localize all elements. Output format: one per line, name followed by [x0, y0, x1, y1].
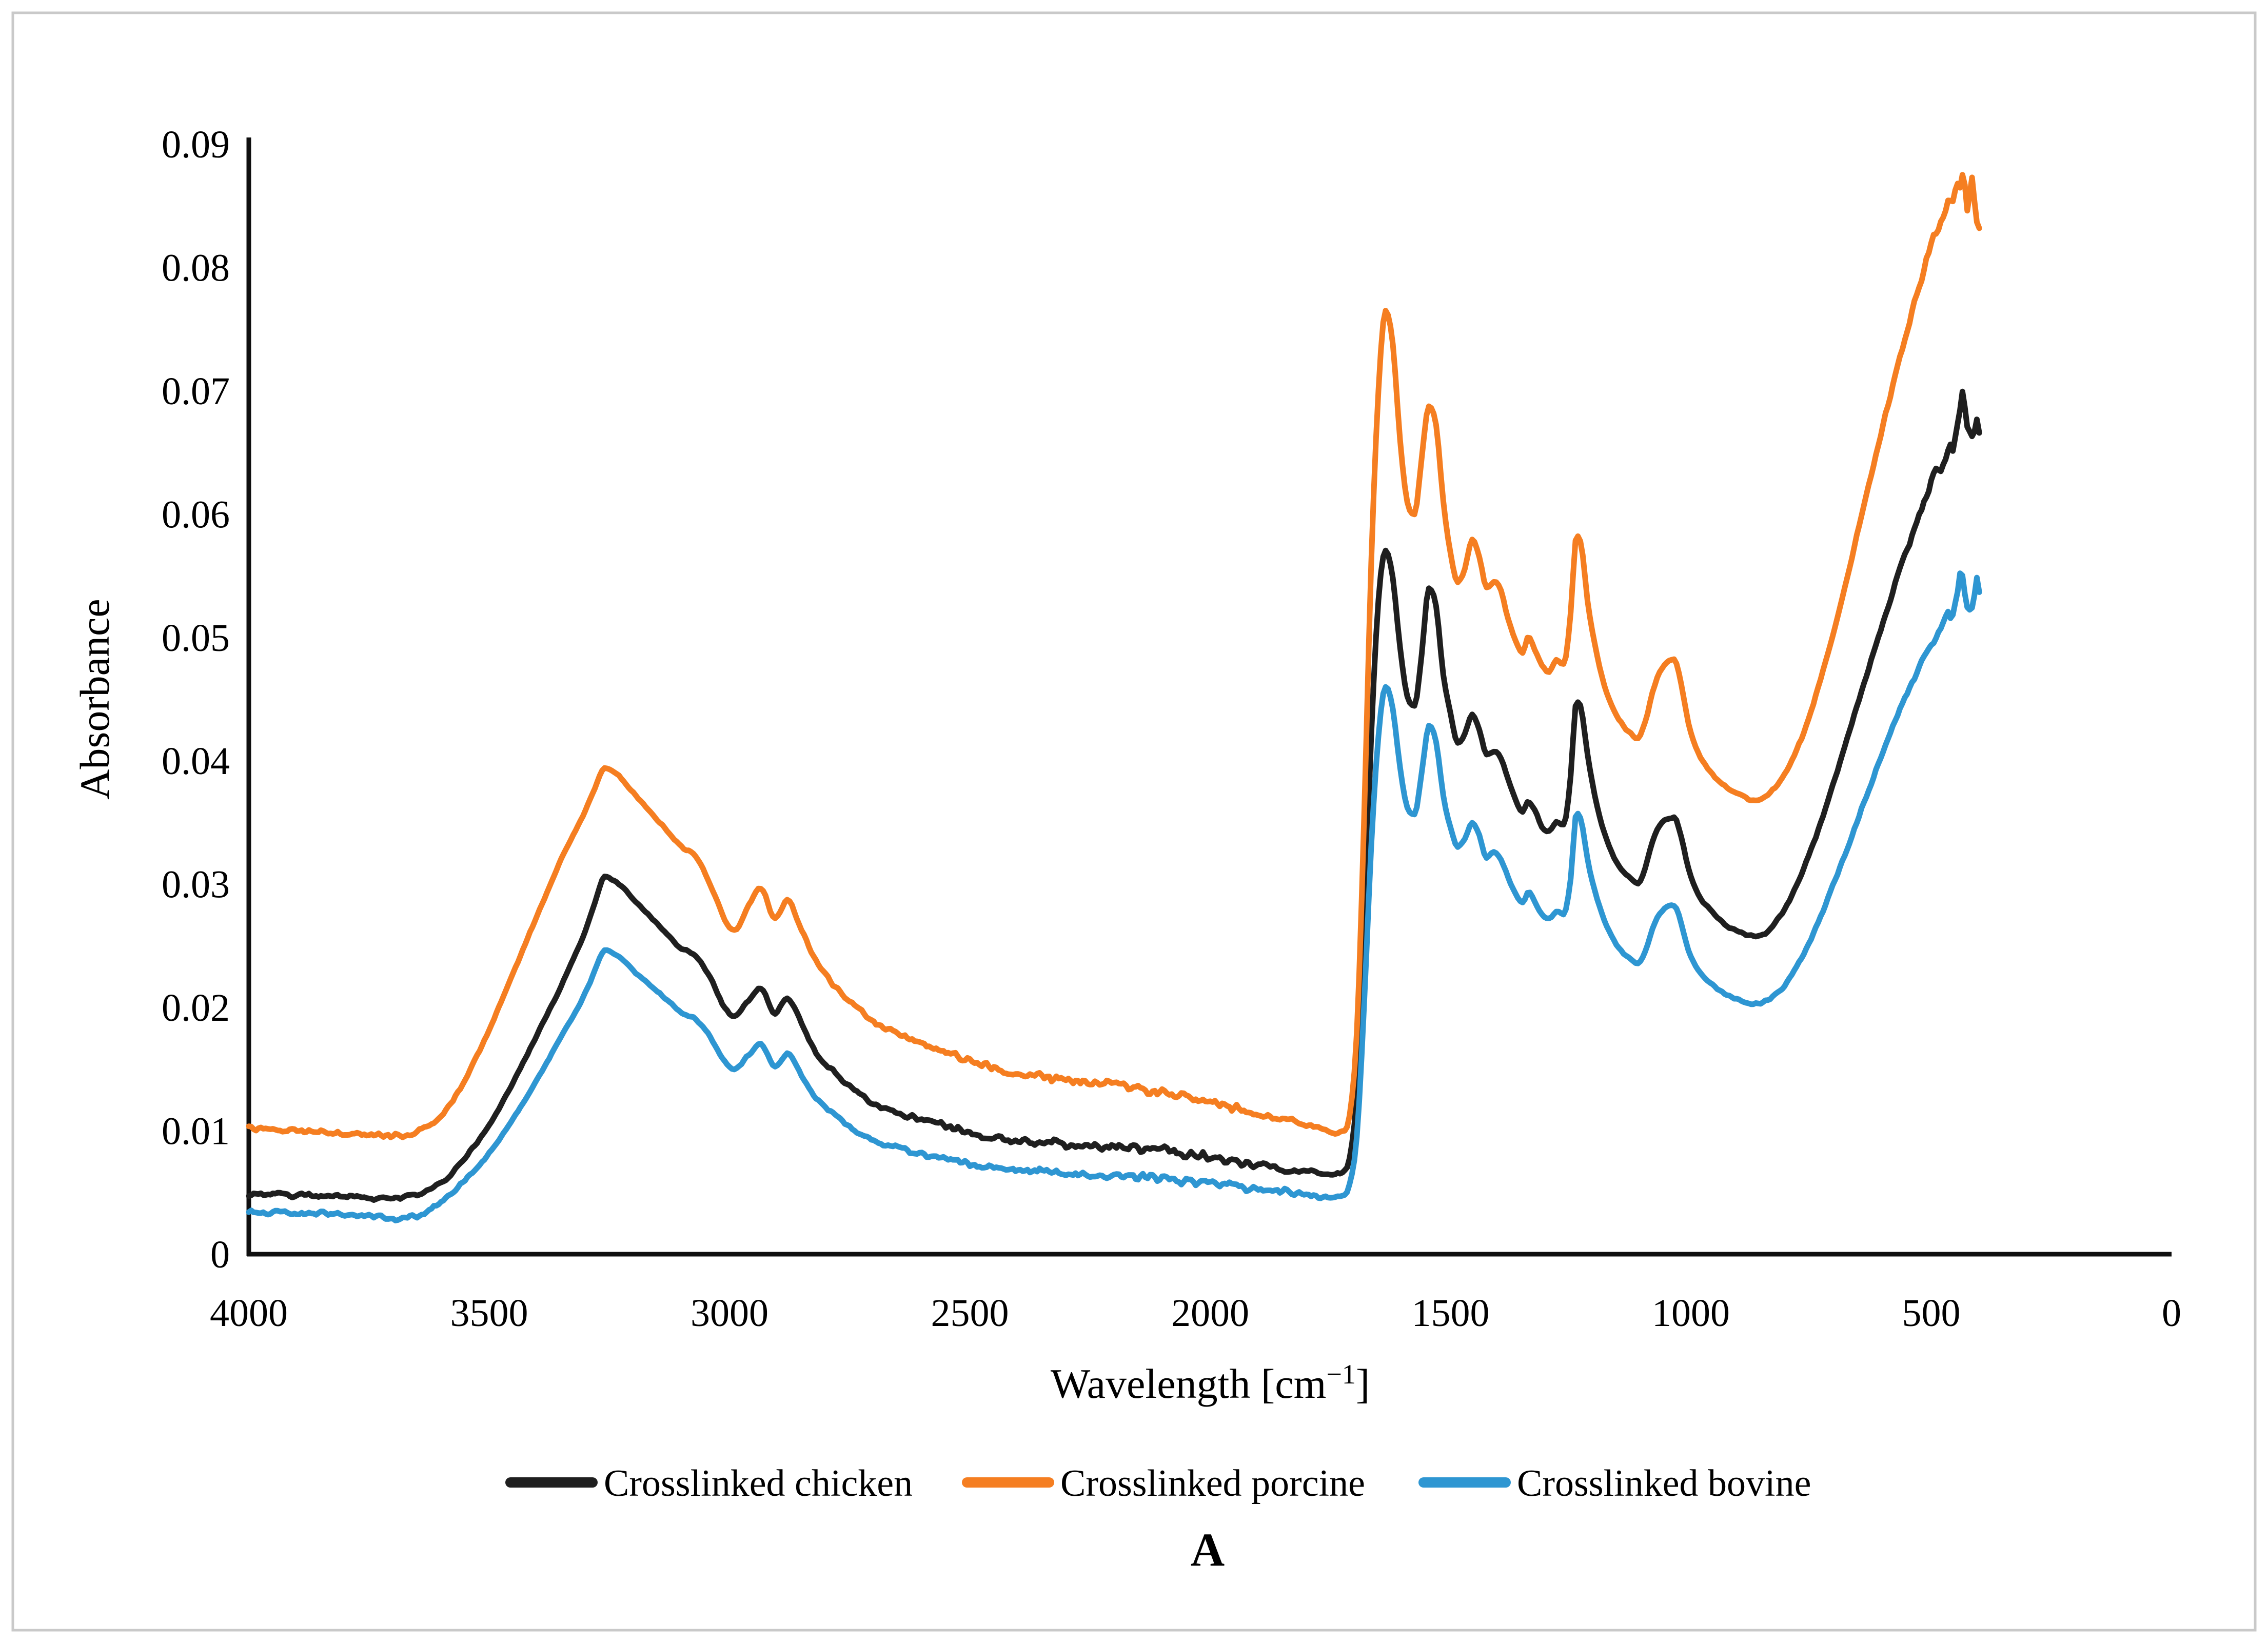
series-line-crosslinked-porcine	[246, 172, 1982, 1140]
legend-item-crosslinked-bovine: Crosslinked bovine	[1418, 1462, 1811, 1505]
chart-legend: Crosslinked chicken Crosslinked porcine Cr…	[505, 1462, 1811, 1505]
x-tick-label: 4000	[210, 1292, 288, 1335]
series-line-crosslinked-bovine	[246, 570, 1982, 1223]
panel-label: A	[1191, 1523, 1225, 1576]
y-axis-title: Absorbance	[71, 599, 118, 800]
y-tick-label: 0.04	[162, 740, 230, 783]
x-tick-label: 2000	[1171, 1292, 1249, 1335]
series-line-crosslinked-chicken	[246, 388, 1982, 1203]
x-axis-tick-labels: 4000 3500 3000 2500 2000 1500 1000 500 0	[210, 1292, 2181, 1335]
x-tick-label: 3000	[691, 1292, 768, 1335]
x-axis-title-main: Wavelength [cm	[1051, 1360, 1327, 1407]
x-tick-label: 3500	[450, 1292, 528, 1335]
x-tick-label: 1500	[1412, 1292, 1490, 1335]
y-tick-label: 0	[210, 1233, 230, 1276]
legend-item-crosslinked-porcine: Crosslinked porcine	[962, 1462, 1365, 1505]
spectra-lines	[246, 172, 1982, 1223]
x-tick-label: 1000	[1652, 1292, 1730, 1335]
y-axis-tick-labels: 0 0.01 0.02 0.03 0.04 0.05 0.06 0.07 0.08 0.09	[162, 123, 230, 1276]
y-tick-label: 0.08	[162, 246, 230, 289]
y-tick-label: 0.07	[162, 370, 230, 413]
y-tick-label: 0.05	[162, 617, 230, 660]
y-tick-label: 0.03	[162, 863, 230, 906]
x-axis-title-superscript: −1	[1326, 1359, 1355, 1390]
legend-label: Crosslinked chicken	[604, 1462, 913, 1505]
y-tick-label: 0.09	[162, 123, 230, 166]
x-tick-label: 2500	[931, 1292, 1009, 1335]
legend-item-crosslinked-chicken: Crosslinked chicken	[505, 1462, 913, 1505]
x-tick-label: 0	[2162, 1292, 2181, 1335]
y-tick-label: 0.06	[162, 493, 230, 536]
y-tick-label: 0.02	[162, 986, 230, 1030]
legend-label: Crosslinked bovine	[1517, 1462, 1811, 1505]
y-tick-label: 0.01	[162, 1110, 230, 1153]
x-tick-label: 500	[1902, 1292, 1961, 1335]
x-axis-title-close: ]	[1356, 1360, 1370, 1407]
legend-label: Crosslinked porcine	[1060, 1462, 1365, 1505]
x-axis-title: Wavelength [cm−1]	[1051, 1359, 1370, 1407]
figure-border	[11, 11, 2257, 1632]
